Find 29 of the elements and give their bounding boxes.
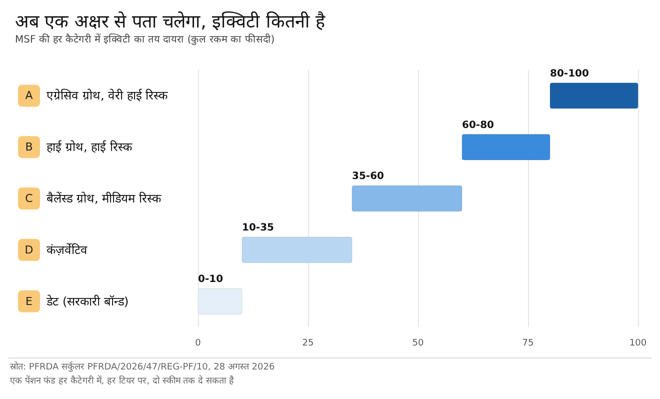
chart-title: अब एक अक्षर से पता चलेगा, इक्विटी कितनी है xyxy=(15,10,326,32)
x-tick-label: 100 xyxy=(629,338,647,348)
x-tick-label: 75 xyxy=(522,338,534,348)
bar xyxy=(242,236,352,263)
text: स्रोत: PFRDA सर्कुलर PFRDA/2026/47/REG-PF/10, 28 अगस्त 2026 xyxy=(10,360,275,372)
text: एक पेंशन फंड हर कैटेगरी में, हर टियर पर, दो स्कीम तक दे सकता है xyxy=(10,374,234,386)
y-tick-label: एग्रेसिव ग्रोथ, वेरी हाई रिस्क xyxy=(46,88,169,103)
y-tick-label: डेट (सरकारी बॉन्ड) xyxy=(46,294,129,308)
data-label: 10-35 xyxy=(242,222,274,234)
y-tick-label: बैलेंस्ड ग्रोथ, मीडियम रिस्क xyxy=(46,192,162,206)
bar xyxy=(352,185,462,212)
data-label: 35-60 xyxy=(352,171,384,182)
y-tick-label: कंज़र्वेटिव xyxy=(46,242,88,257)
text: A xyxy=(25,89,34,102)
bar xyxy=(462,134,550,160)
chart-subtitle: MSF की हर कैटेगरी में इक्विटी का तय दायरा (कुल रकम का फीसदी) xyxy=(15,34,275,46)
bar xyxy=(550,82,638,109)
data-label: 60-80 xyxy=(462,120,494,131)
data-label: 80-100 xyxy=(550,68,589,80)
x-tick-label: 50 xyxy=(412,338,424,348)
x-tick-label: 25 xyxy=(302,338,314,348)
text: E xyxy=(26,294,33,308)
text: C xyxy=(25,192,34,205)
text: D xyxy=(24,243,34,256)
text: B xyxy=(25,140,33,154)
y-tick-label: हाई ग्रोथ, हाई रिस्क xyxy=(46,140,133,154)
bar xyxy=(198,288,242,314)
x-tick-label: 0 xyxy=(195,338,202,348)
data-label: 0-10 xyxy=(198,274,224,285)
